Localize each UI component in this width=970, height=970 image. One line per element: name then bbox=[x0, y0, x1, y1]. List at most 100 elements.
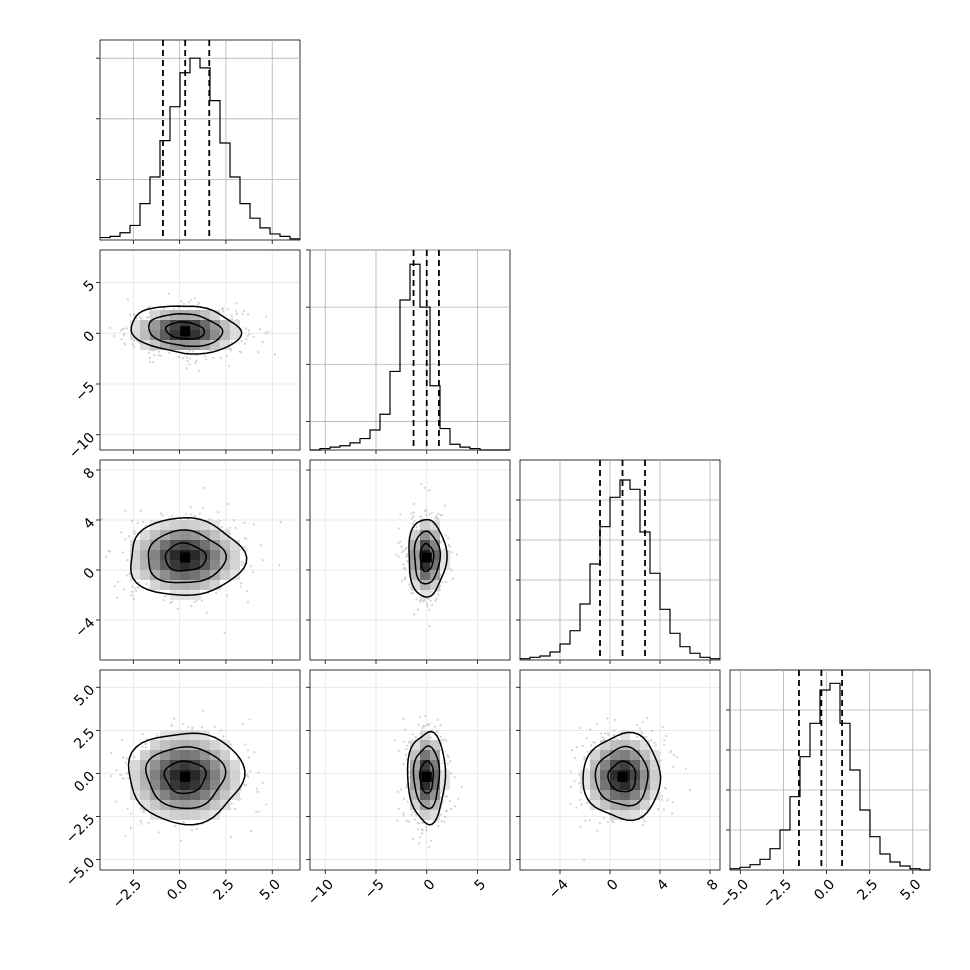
scatter-point bbox=[414, 736, 417, 739]
density-cell bbox=[210, 790, 220, 800]
y-tick-label: −5.0 bbox=[63, 855, 98, 890]
density-cell bbox=[440, 560, 450, 570]
scatter-point bbox=[234, 526, 237, 530]
density-cell bbox=[580, 780, 590, 790]
scatter-point bbox=[671, 812, 674, 815]
scatter-point bbox=[662, 808, 666, 811]
scatter-point bbox=[248, 333, 251, 336]
scatter-point bbox=[672, 765, 675, 768]
density-cell bbox=[180, 320, 190, 330]
density-cell bbox=[610, 780, 620, 790]
scatter-point bbox=[574, 757, 577, 760]
density-cell bbox=[150, 520, 160, 530]
panel-frame bbox=[99, 459, 301, 661]
density-cell bbox=[430, 780, 440, 790]
scatter-point bbox=[200, 726, 203, 729]
density-cell bbox=[430, 770, 440, 780]
x-tick-label: 2.5 bbox=[211, 876, 238, 903]
density-cell bbox=[620, 750, 630, 760]
x-tick-label: 2.5 bbox=[854, 876, 881, 903]
scatter-point bbox=[450, 807, 453, 811]
scatter-point bbox=[142, 809, 145, 812]
contour-line bbox=[412, 745, 441, 810]
density-cell bbox=[230, 770, 240, 780]
density-shading bbox=[130, 730, 240, 820]
scatter-point bbox=[418, 600, 421, 603]
scatter-point bbox=[197, 369, 200, 372]
scatter-point bbox=[445, 739, 448, 742]
scatter-point bbox=[132, 345, 136, 348]
scatter-point bbox=[125, 757, 128, 760]
scatter-point bbox=[191, 726, 194, 729]
density-cell bbox=[150, 550, 160, 560]
scatter-point bbox=[412, 592, 415, 595]
scatter-point bbox=[603, 738, 606, 741]
scatter-point bbox=[126, 772, 129, 775]
scatter-point bbox=[116, 580, 119, 583]
scatter-point bbox=[148, 305, 151, 308]
contour-line bbox=[607, 760, 637, 793]
density-cell bbox=[160, 560, 170, 570]
scatter-point bbox=[654, 744, 657, 747]
scatter-point bbox=[120, 531, 123, 534]
density-cell bbox=[650, 750, 660, 760]
scatter-point bbox=[215, 591, 218, 595]
scatter-point bbox=[257, 351, 260, 354]
density-cell bbox=[190, 530, 200, 540]
density-cell bbox=[170, 310, 180, 320]
density-cell bbox=[140, 760, 150, 770]
density-cell bbox=[440, 550, 450, 560]
scatter-point bbox=[240, 563, 243, 566]
scatter-point bbox=[418, 715, 421, 718]
density-cell bbox=[160, 800, 170, 810]
scatter-point bbox=[110, 751, 113, 755]
contour-line bbox=[419, 542, 435, 573]
density-cell bbox=[230, 790, 240, 800]
x-tick-label: 4 bbox=[654, 876, 672, 894]
scatter-point bbox=[195, 827, 198, 830]
scatter-point bbox=[441, 513, 444, 517]
density-cell bbox=[150, 770, 160, 780]
scatter-point bbox=[221, 308, 225, 311]
scatter-point bbox=[245, 548, 248, 551]
density-cell bbox=[180, 810, 190, 820]
scatter-point bbox=[441, 762, 444, 765]
scatter-point bbox=[133, 530, 136, 533]
scatter-point bbox=[588, 819, 591, 822]
scatter-point bbox=[240, 339, 243, 343]
density-cell bbox=[150, 800, 160, 810]
density-cell bbox=[230, 570, 240, 580]
density-cell bbox=[150, 560, 160, 570]
density-cell bbox=[430, 790, 440, 800]
density-cell bbox=[590, 800, 600, 810]
density-cell bbox=[610, 750, 620, 760]
scatter-point bbox=[402, 567, 406, 570]
scatter-point bbox=[245, 589, 248, 593]
scatter-point bbox=[395, 553, 398, 556]
density-cell bbox=[190, 810, 200, 820]
panel-content bbox=[310, 460, 510, 660]
scatter-point bbox=[132, 597, 135, 601]
scatter-point bbox=[606, 820, 609, 823]
density-cell bbox=[210, 800, 220, 810]
scatter-point bbox=[403, 728, 407, 731]
density-cell bbox=[130, 330, 140, 340]
contour-line bbox=[164, 542, 207, 572]
y-tick-label: 2.5 bbox=[71, 725, 98, 752]
scatter-point bbox=[230, 835, 233, 839]
density-cell bbox=[410, 770, 420, 780]
scatter-point bbox=[245, 338, 248, 341]
scatter-point bbox=[396, 790, 399, 793]
scatter-point bbox=[202, 506, 205, 509]
scatter-point bbox=[121, 777, 124, 780]
y-tick-label: 5.0 bbox=[71, 682, 98, 709]
scatter-point bbox=[230, 341, 233, 344]
scatter-point bbox=[229, 526, 232, 529]
scatter-point bbox=[235, 302, 238, 305]
contour-line bbox=[164, 321, 206, 340]
scatter-point bbox=[676, 756, 679, 759]
density-cell bbox=[200, 540, 210, 550]
scatter-point bbox=[200, 599, 203, 602]
scatter-point bbox=[664, 734, 668, 738]
density-cell bbox=[220, 320, 230, 330]
